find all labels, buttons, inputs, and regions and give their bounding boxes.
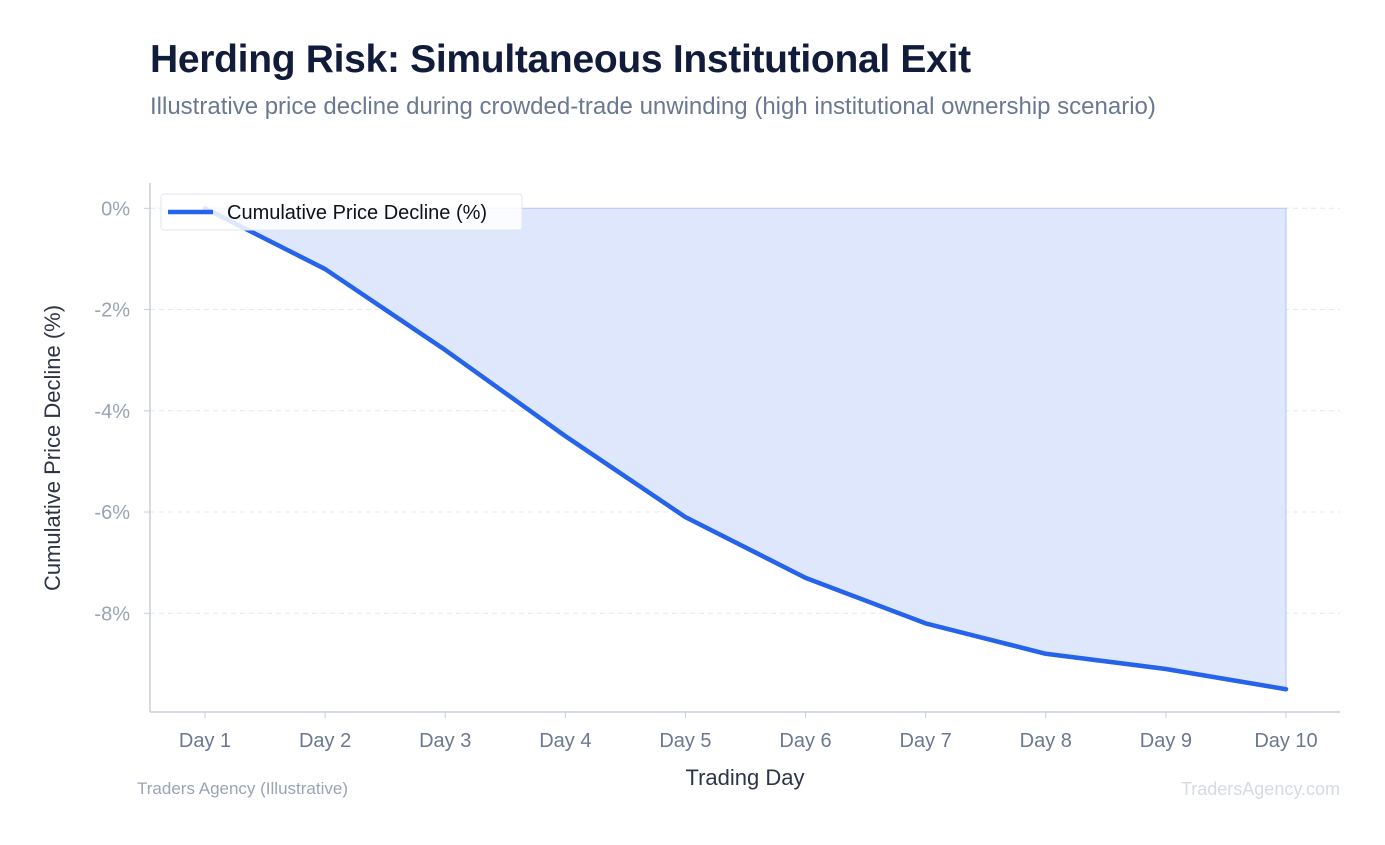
legend: Cumulative Price Decline (%) [160,193,523,231]
x-tick-label: Day 10 [1254,730,1317,752]
data-point [324,268,327,271]
x-ticks: Day 1 Day 2 Day 3 Day 4 Day 5 Day 6 Day 7 Day 8… [179,712,1318,752]
x-tick-label: Day 5 [659,730,711,752]
area-fill-layer [204,207,1287,690]
series-line [202,206,1289,692]
data-point [564,435,567,438]
y-axis-label: Cumulative Price Decline (%) [40,305,65,591]
chart-title: Herding Risk: Simultaneous Institutional… [150,38,971,81]
axes [149,183,1340,713]
data-point [1164,667,1167,670]
x-tick-label: Day 3 [419,730,471,752]
data-point [1044,652,1047,655]
y-tick-label: -4% [94,401,130,423]
data-point [444,349,447,352]
x-tick-label: Day 6 [779,730,831,752]
legend-box [160,193,523,231]
source-credit: Traders Agency (Illustrative) [137,779,348,798]
x-axis-label: Trading Day [685,765,804,790]
x-tick-label: Day 8 [1020,730,1072,752]
data-point [924,622,927,625]
watermark-text: TradersAgency.com [1180,779,1340,799]
area-fill [204,207,1287,690]
data-point [804,576,807,579]
x-tick-label: Day 7 [900,730,952,752]
y-tick-label: -6% [94,502,130,524]
x-tick-label: Day 9 [1140,730,1192,752]
x-tick-label: Day 4 [539,730,591,752]
chart-subtitle: Illustrative price decline during crowde… [150,93,1156,120]
data-point [1285,688,1287,691]
y-tick-label: -2% [94,300,130,322]
y-ticks: 0% -2% -4% -6% -8% [94,198,150,625]
x-tick-label: Day 2 [299,730,351,752]
y-tick-label: -8% [94,603,130,625]
legend-label: Cumulative Price Decline (%) [227,202,487,224]
y-tick-label: 0% [101,198,130,220]
x-tick-label: Day 1 [179,730,231,752]
data-point [684,516,687,519]
